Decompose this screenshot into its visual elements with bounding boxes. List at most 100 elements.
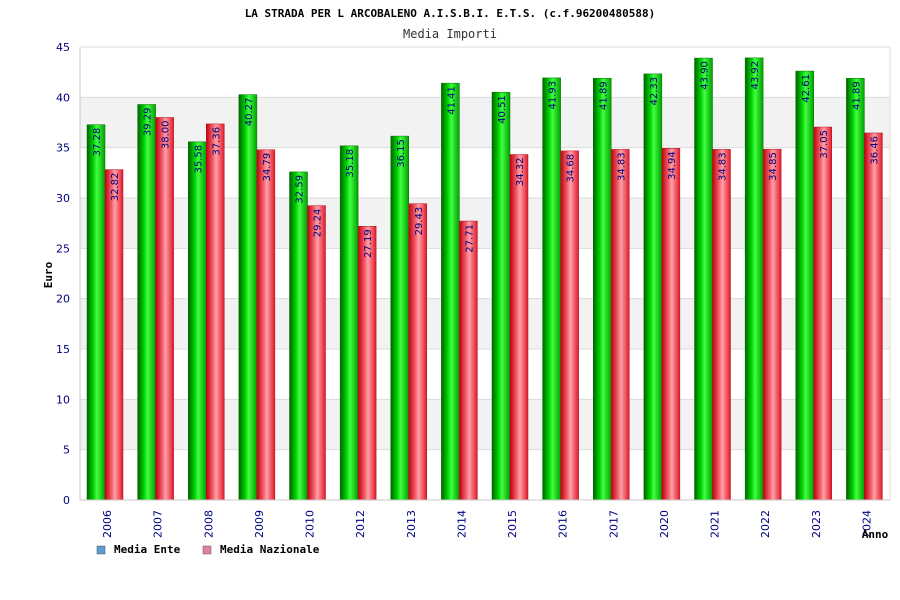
data-label: 36.15 [396,139,407,168]
legend-swatch-media-ente [96,545,106,555]
bar-media-ente-2023 [795,70,814,501]
x-tick-label: 2015 [506,510,519,538]
data-label: 40.27 [244,98,255,127]
data-label: 37.36 [211,127,222,156]
bar-media-ente-2008 [188,141,207,501]
bar-media-ente-2022 [744,57,764,501]
data-label: 34.94 [667,151,678,180]
bar-media-ente-2012 [339,145,359,501]
x-tick-label: 2014 [455,510,468,538]
chart-title: LA STRADA PER L ARCOBALENO A.I.S.B.I. E.… [245,7,656,20]
x-tick-label: 2020 [658,510,671,538]
bar-media-nazionale-2017 [611,149,630,501]
bar-media-ente-2010 [289,171,308,501]
legend-label-media-nazionale: Media Nazionale [220,543,320,556]
data-label: 34.68 [566,154,577,183]
bar-media-nazionale-2007 [155,117,174,501]
bar-media-ente-2024 [846,78,865,501]
legend-label-media-ente: Media Ente [114,543,181,556]
y-tick-label: 20 [56,293,70,306]
x-tick-label: 2008 [202,510,215,538]
x-tick-label: 2006 [101,510,114,538]
bar-media-ente-2020 [643,73,663,501]
data-label: 27.19 [363,229,374,258]
bar-media-ente-2007 [137,104,156,501]
bar-media-ente-2013 [390,135,409,501]
data-label: 40.51 [497,95,508,124]
bars-layer [86,57,883,501]
data-label: 41.93 [548,81,559,110]
data-label: 27.71 [464,224,475,253]
bar-media-ente-2009 [238,94,258,501]
data-label: 37.28 [92,128,103,157]
data-label: 34.85 [768,152,779,181]
x-tick-label: 2012 [354,510,367,538]
x-tick-label: 2021 [709,510,722,538]
y-tick-label: 35 [56,142,70,155]
x-tick-label: 2007 [152,510,165,538]
bar-media-nazionale-2010 [307,205,326,501]
axis-layer: 0 5 10 15 20 25 30 35 40 45 2006 2007 2008 2009 2010 20… [56,41,891,538]
grid-band [80,47,890,98]
data-label: 34.83 [718,152,729,181]
data-label: 43.92 [750,61,761,90]
y-tick-label: 5 [63,444,70,457]
bar-media-nazionale-2015 [509,154,529,501]
data-label: 29.24 [313,209,324,238]
bar-media-nazionale-2022 [762,148,782,501]
y-tick-label: 40 [56,91,70,104]
x-tick-label: 2022 [759,510,772,538]
x-tick-label: 2017 [607,510,620,538]
bar-media-ente-2006 [86,124,106,501]
bar-media-ente-2021 [694,57,713,501]
data-label: 43.90 [700,61,711,90]
x-tick-label: 2010 [304,510,317,538]
data-label: 34.83 [616,152,627,181]
y-tick-label: 0 [63,494,70,507]
x-axis-label: Anno [862,528,889,541]
data-label: 41.41 [446,86,457,115]
data-label: 37.05 [819,130,830,159]
data-label: 35.18 [345,149,356,178]
x-tick-label: 2024 [860,510,873,538]
data-label: 42.61 [801,74,812,103]
chart-subtitle: Media Importi [403,27,497,41]
data-label: 41.89 [851,81,862,110]
bar-media-ente-2014 [441,82,460,501]
data-label: 34.79 [262,153,273,182]
y-tick-label: 10 [56,393,70,406]
bar-media-nazionale-2012 [357,226,377,501]
data-label: 41.89 [598,81,609,110]
x-tick-label: 2013 [405,510,418,538]
bar-media-ente-2017 [593,78,612,501]
bar-media-nazionale-2014 [459,220,478,501]
y-axis-label: Euro [42,261,55,288]
x-tick-label: 2009 [253,510,266,538]
data-label: 32.82 [110,173,121,202]
y-tick-label: 25 [56,242,70,255]
bar-media-nazionale-2013 [408,203,427,501]
data-label: 42.33 [649,77,660,106]
bar-media-nazionale-2020 [661,148,681,501]
data-label: 38.00 [161,120,172,149]
data-label: 35.58 [193,145,204,174]
data-label: 29.43 [414,207,425,236]
bar-media-nazionale-2008 [206,123,225,501]
bar-media-nazionale-2024 [864,132,883,501]
bar-media-nazionale-2021 [712,149,731,501]
bar-media-ente-2016 [542,77,561,501]
grid-band [80,97,890,148]
y-tick-label: 15 [56,343,70,356]
x-tick-label: 2023 [810,510,823,538]
legend: Media Ente Media Nazionale [96,543,320,556]
data-label: 32.59 [295,175,306,204]
data-label: 39.29 [143,107,154,136]
x-tick-label: 2016 [557,510,570,538]
bar-media-nazionale-2023 [813,126,832,501]
legend-swatch-media-nazionale [202,545,212,555]
y-tick-label: 45 [56,41,70,54]
data-label: 34.32 [515,158,526,187]
bar-media-ente-2015 [491,91,511,501]
